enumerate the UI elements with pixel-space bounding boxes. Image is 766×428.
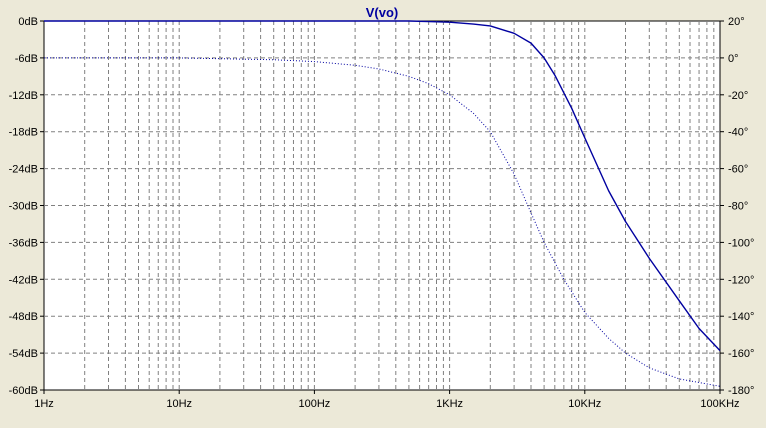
y-right-tick-label: -180° <box>728 385 754 397</box>
x-tick-label: 100KHz <box>700 398 739 410</box>
y-right-tick-label: 0° <box>728 53 739 65</box>
y-right-tick-label: -80° <box>728 201 748 213</box>
phase-trace[interactable] <box>44 57 721 387</box>
y-left-tick-label: -30dB <box>9 201 38 213</box>
x-tick-label: 10KHz <box>568 398 601 410</box>
x-tick-label: 1Hz <box>34 398 54 410</box>
y-right-tick-label: -160° <box>728 348 754 360</box>
y-left-tick-label: -42dB <box>9 274 38 286</box>
grid <box>44 21 720 390</box>
y-left-tick-label: -18dB <box>9 127 38 139</box>
y-right-tick-label: 20° <box>728 16 745 28</box>
y-left-tick-label: -12dB <box>9 90 38 102</box>
chart-title[interactable]: V(vo) <box>366 5 399 20</box>
y-left-tick-label: -48dB <box>9 311 38 323</box>
y-right-tick-label: -40° <box>728 127 748 139</box>
y-right-tick-label: -100° <box>728 237 754 249</box>
x-tick-label: 100Hz <box>299 398 331 410</box>
magnitude-trace[interactable] <box>44 20 721 352</box>
y-left-tick-label: -6dB <box>15 53 38 65</box>
y-left-tick-label: -36dB <box>9 237 38 249</box>
y-left-tick-label: -60dB <box>9 385 38 397</box>
y-left-tick-label: 0dB <box>18 16 38 28</box>
y-left-tick-label: -24dB <box>9 164 38 176</box>
y-left-tick-label: -54dB <box>9 348 38 360</box>
y-right-tick-label: -60° <box>728 164 748 176</box>
axis-labels: 0dB -6dB -12dB -18dB -24dB -30dB -36dB -42dB -48… <box>9 16 755 410</box>
y-right-tick-label: -140° <box>728 311 754 323</box>
x-tick-label: 10Hz <box>166 398 192 410</box>
traces <box>44 20 721 387</box>
y-right-tick-label: -20° <box>728 90 748 102</box>
y-right-tick-label: -120° <box>728 274 754 286</box>
x-tick-label: 1KHz <box>436 398 463 410</box>
